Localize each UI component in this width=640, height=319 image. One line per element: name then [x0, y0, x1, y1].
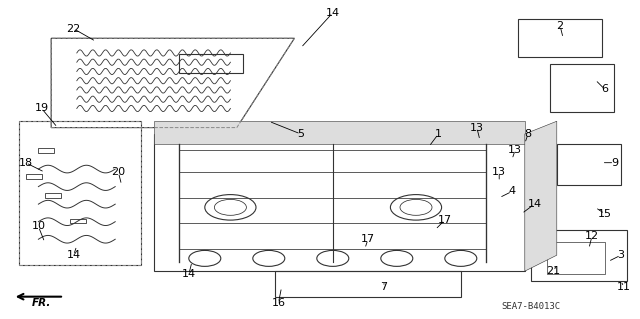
Bar: [45, 193, 61, 198]
Text: 14: 14: [67, 250, 81, 260]
Text: 10: 10: [31, 221, 45, 232]
Text: 14: 14: [527, 199, 541, 209]
Bar: [179, 54, 243, 73]
Text: 5: 5: [298, 129, 304, 139]
Text: 8: 8: [524, 129, 532, 139]
Text: 17: 17: [438, 215, 452, 225]
Text: 11: 11: [617, 282, 631, 292]
Text: 13: 13: [508, 145, 522, 155]
Text: 2: 2: [556, 20, 564, 31]
Text: 15: 15: [598, 209, 612, 219]
Text: 21: 21: [547, 266, 561, 276]
Text: 18: 18: [19, 158, 33, 168]
Text: 12: 12: [585, 231, 599, 241]
Text: 16: 16: [271, 298, 285, 308]
Bar: [547, 242, 605, 274]
Text: FR.: FR.: [32, 298, 51, 308]
Text: 14: 14: [182, 269, 196, 279]
Bar: [70, 219, 86, 223]
Text: 3: 3: [618, 250, 624, 260]
Polygon shape: [525, 121, 557, 271]
Text: 13: 13: [470, 122, 484, 133]
Text: 20: 20: [111, 167, 125, 177]
Text: 19: 19: [35, 103, 49, 114]
Bar: [38, 148, 54, 153]
Text: 14: 14: [326, 8, 340, 18]
Text: 9: 9: [611, 158, 618, 168]
Text: 6: 6: [602, 84, 608, 94]
Text: SEA7-B4013C: SEA7-B4013C: [502, 302, 561, 311]
Text: 17: 17: [361, 234, 375, 244]
Polygon shape: [154, 121, 525, 144]
Text: 7: 7: [380, 282, 388, 292]
Text: 1: 1: [435, 129, 442, 139]
Text: 13: 13: [492, 167, 506, 177]
Bar: [26, 174, 42, 179]
Text: 4: 4: [508, 186, 516, 197]
Text: 22: 22: [67, 24, 81, 34]
